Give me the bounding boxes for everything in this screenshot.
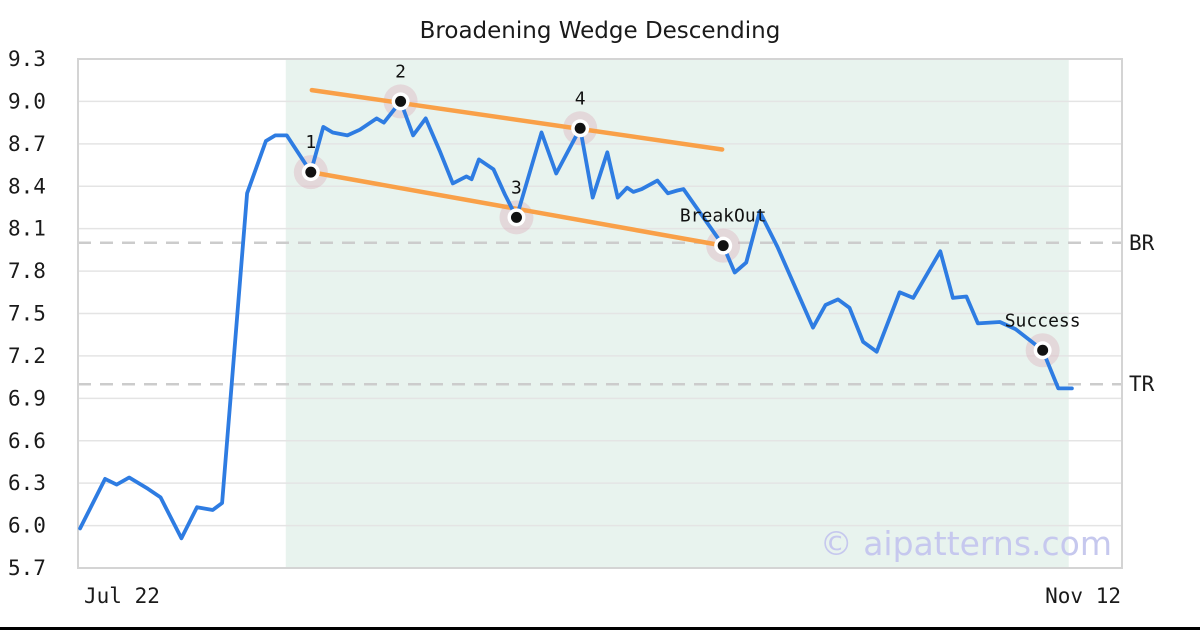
marker-dot <box>305 166 317 178</box>
y-tick-label: 6.3 <box>8 471 46 495</box>
chart-title: Broadening Wedge Descending <box>419 18 781 44</box>
annotation-1: 1 <box>305 132 316 153</box>
y-tick-label: 7.5 <box>8 302 46 326</box>
plot-border <box>77 58 1123 569</box>
level-label-tr: TR <box>1129 372 1155 396</box>
level-label-br: BR <box>1129 231 1155 255</box>
y-tick-label: 7.2 <box>8 344 46 368</box>
marker-dot <box>574 122 586 134</box>
y-tick-label: 6.0 <box>8 514 46 538</box>
x-tick-label-end: Nov 12 <box>1045 584 1121 608</box>
y-tick-label: 6.9 <box>8 386 46 410</box>
marker-dot <box>1037 344 1049 356</box>
annotation-4: 4 <box>575 88 586 109</box>
y-tick-label: 6.6 <box>8 429 46 453</box>
upper-trendline <box>309 87 725 152</box>
x-tick-label-start: Jul 22 <box>84 584 160 608</box>
watermark: © aipatterns.com <box>819 524 1112 563</box>
y-tick-label: 9.3 <box>8 47 46 71</box>
price-line <box>78 99 1074 541</box>
annotation-2: 2 <box>395 61 406 82</box>
y-tick-label: 8.1 <box>8 217 46 241</box>
annotation-breakout: BreakOut <box>680 206 767 227</box>
y-tick-label: 8.4 <box>8 174 46 198</box>
annotation-3: 3 <box>511 177 522 198</box>
marker-dot <box>395 95 407 107</box>
y-tick-label: 5.7 <box>8 556 46 580</box>
annotation-success: Success <box>1005 310 1081 331</box>
marker-dot <box>510 211 522 223</box>
marker-dot <box>717 240 729 252</box>
y-tick-label: 7.8 <box>8 259 46 283</box>
y-tick-label: 8.7 <box>8 132 46 156</box>
y-tick-label: 9.0 <box>8 89 46 113</box>
